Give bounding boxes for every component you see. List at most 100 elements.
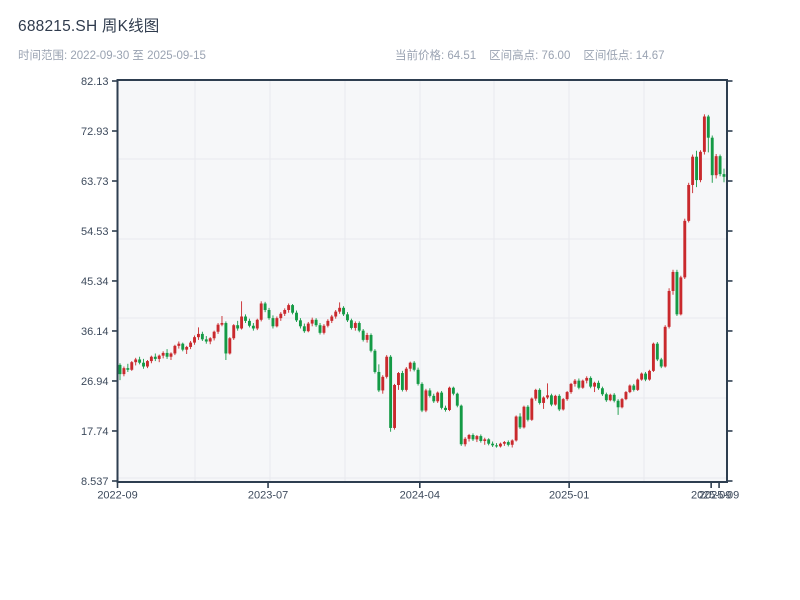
candle-body — [236, 325, 240, 329]
candle-body — [671, 271, 675, 291]
candle-body — [491, 443, 495, 446]
candle-body — [573, 380, 577, 384]
candle-body — [549, 395, 553, 405]
candle-body — [134, 359, 138, 363]
candle-body — [702, 116, 706, 152]
candle-body — [530, 398, 534, 420]
candle-body — [506, 442, 510, 445]
candle-body — [448, 387, 451, 410]
candle-body — [459, 405, 463, 445]
chart-title: 688215.SH 周K线图 — [18, 18, 160, 35]
candle-body — [142, 362, 145, 367]
candle-body — [146, 361, 149, 367]
candle-body — [695, 156, 698, 181]
candle-body — [585, 377, 589, 381]
candle-body — [498, 443, 502, 447]
axis-spines — [116, 79, 728, 483]
candle-body — [561, 399, 565, 410]
candle-body — [495, 445, 498, 447]
candle-body — [436, 392, 440, 402]
candle-body — [247, 320, 251, 326]
candle-body — [663, 326, 667, 367]
candle-body — [220, 323, 224, 325]
candle-body — [428, 390, 432, 396]
candle-body — [385, 356, 389, 377]
candle-body — [318, 325, 322, 333]
candle-body — [212, 331, 216, 339]
candle-body — [526, 406, 530, 420]
range-low-stat: 区间低点: 14.67 — [583, 50, 665, 62]
candle-body — [648, 370, 651, 380]
candle-body — [224, 323, 228, 354]
candle-body — [691, 156, 695, 185]
y-tick-label: 45.34 — [81, 276, 109, 288]
x-tick-label: 2025-09 — [699, 490, 739, 502]
candle-body — [593, 382, 597, 387]
candle-body — [455, 393, 459, 406]
candle-body — [232, 325, 236, 339]
candle-body — [369, 334, 373, 351]
candle-body — [553, 395, 557, 405]
candle-body — [349, 320, 353, 328]
candle-body — [263, 303, 267, 310]
candle-body — [577, 380, 581, 388]
candle-body — [314, 319, 318, 326]
candle-body — [612, 394, 616, 401]
candle-body — [322, 325, 326, 333]
chart-subtitle-row: 时间范围: 2022-09-30 至 2025-09-15 当前价格: 64.5… — [18, 47, 782, 62]
candle-body — [710, 137, 714, 176]
candle-body — [518, 416, 522, 428]
candle-body — [640, 373, 644, 380]
chart-header: 688215.SH 周K线图 时间范围: 2022-09-30 至 2025-0… — [18, 14, 782, 62]
candle-body — [534, 389, 538, 399]
x-tick-label: 2025-01 — [549, 490, 589, 502]
y-axis-labels: 82.13 72.93 63.73 54.53 45.34 36.14 26.94 17.74… — [81, 76, 109, 488]
candle-body — [557, 395, 561, 410]
candle-body — [181, 343, 185, 350]
candle-body — [679, 277, 683, 315]
candle-body — [479, 436, 483, 441]
candle-body — [283, 309, 287, 314]
candle-body — [161, 352, 165, 356]
candle-body — [687, 184, 691, 221]
candle-body — [597, 382, 600, 389]
candle-body — [451, 387, 455, 394]
candle-body — [651, 343, 655, 371]
candle-body — [667, 290, 671, 327]
candle-body — [228, 338, 232, 354]
candle-body — [542, 397, 546, 403]
candle-body — [279, 313, 283, 319]
candle-body — [208, 338, 212, 342]
candle-body — [126, 368, 130, 370]
y-tick-label: 63.73 — [81, 176, 109, 188]
candle-body — [334, 311, 338, 317]
y-tick-label: 54.53 — [81, 226, 109, 238]
candle-body — [424, 390, 428, 411]
candle-body — [377, 371, 381, 391]
candle-body — [361, 330, 365, 340]
candle-body — [655, 343, 659, 360]
candle-body — [149, 356, 153, 362]
candle-body — [600, 388, 604, 395]
candle-body — [616, 400, 620, 408]
candle-body — [287, 305, 291, 310]
candle-body — [400, 373, 404, 390]
candle-body — [412, 362, 416, 370]
grid-lines — [118, 81, 726, 481]
candle-body — [487, 439, 491, 444]
candle-body — [471, 435, 475, 440]
candle-body — [138, 359, 142, 363]
candle-body — [514, 416, 518, 441]
candle-body — [589, 377, 593, 387]
candle-body — [608, 394, 612, 401]
plot-background — [117, 80, 727, 482]
y-tick-label: 72.93 — [81, 126, 109, 138]
range-high-stat: 区间高点: 76.00 — [489, 50, 571, 62]
candle-body — [483, 439, 487, 441]
x-tick-label: 2025-09 — [691, 490, 731, 502]
candle-body — [240, 316, 244, 329]
candlesticks — [118, 114, 726, 448]
candle-body — [699, 151, 702, 181]
